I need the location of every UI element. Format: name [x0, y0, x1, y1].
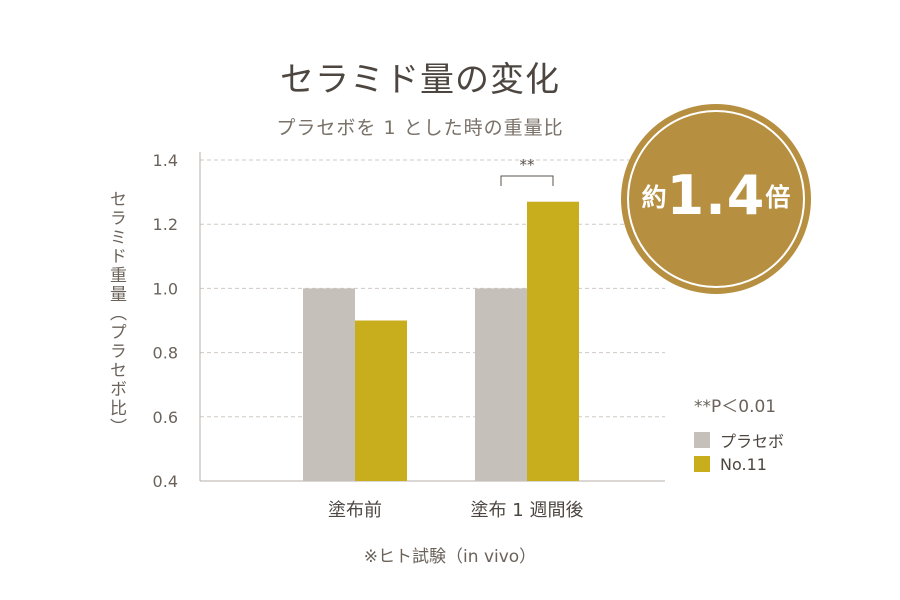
legend-label-no11: No.11: [720, 454, 767, 474]
y-tick-label: 1.0: [153, 279, 178, 298]
badge-ring: [627, 110, 805, 288]
legend-swatch-no11: [694, 456, 710, 472]
bar-no11-0: [355, 320, 407, 481]
legend: プラセボ No.11: [694, 428, 784, 476]
y-tick-label: 0.4: [153, 472, 178, 491]
y-tick-label: 0.6: [153, 408, 178, 427]
significance-bracket: [500, 175, 554, 186]
legend-item-no11: No.11: [694, 452, 784, 476]
chart-title: セラミド量の変化: [280, 60, 560, 100]
footnote: ※ヒト試験（in vivo）: [363, 547, 537, 567]
bar-placebo-1: [475, 288, 527, 481]
significance-note: **P＜0.01: [694, 397, 777, 417]
x-tick-label: 塗布 1 週間後: [471, 499, 584, 521]
badge-text: 約1.4倍: [621, 164, 811, 227]
x-tick-label: 塗布前: [328, 499, 382, 521]
ratio-badge: 約1.4倍: [621, 104, 811, 294]
badge-value: 1.4: [666, 164, 766, 227]
badge-prefix: 約: [641, 183, 667, 212]
legend-swatch-placebo: [694, 432, 710, 448]
y-axis-label: セラミド重量（プラセボ比）: [106, 190, 126, 437]
y-tick-label: 1.4: [153, 151, 178, 170]
legend-item-placebo: プラセボ: [694, 428, 784, 452]
y-tick-label: 0.8: [153, 344, 178, 363]
y-tick-label: 1.2: [153, 215, 178, 234]
legend-label-placebo: プラセボ: [720, 432, 785, 451]
bar-no11-1: [527, 201, 579, 482]
badge-suffix: 倍: [765, 183, 791, 212]
bar-placebo-0: [303, 288, 355, 481]
chart-subtitle: プラセボを 1 とした時の重量比: [276, 117, 564, 139]
significance-label: **: [520, 156, 536, 174]
